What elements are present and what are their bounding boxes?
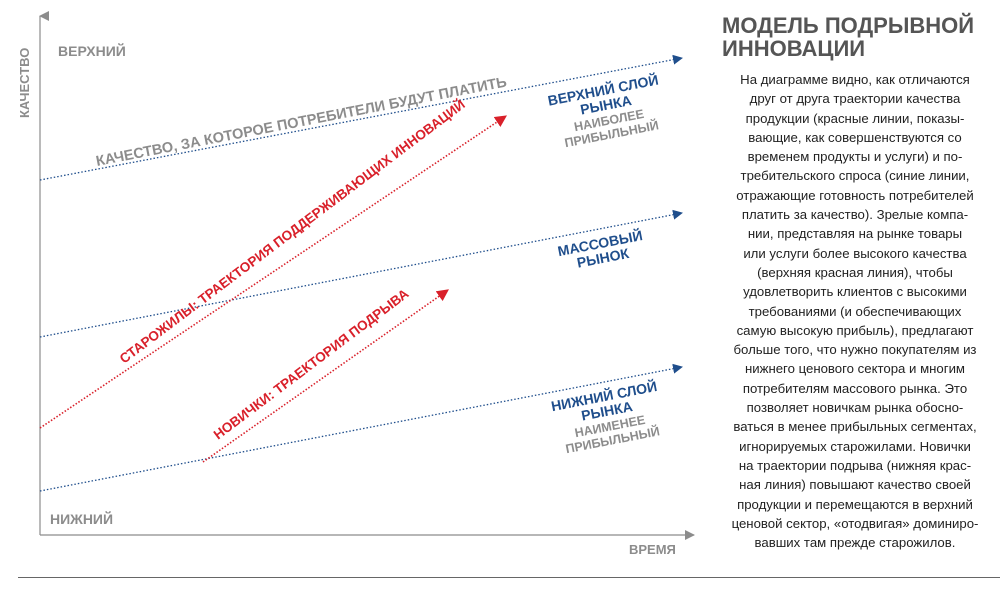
sidebar-line: потребителям массового рынка. Это [742, 380, 968, 396]
mass-tier-label: МАССОВЫЙ РЫНОК [556, 226, 644, 271]
sidebar-line: друг от друга траектории качества [749, 91, 961, 107]
disruptive-innovation-diagram: КАЧЕСТВО ВРЕМЯ ВЕРХНИЙ НИЖНИЙ КАЧЕСТВО, … [17, 11, 695, 557]
sidebar-line: удовлетворить клиентов с высокими [743, 284, 967, 300]
level-top-label: ВЕРХНИЙ [58, 42, 126, 59]
y-axis-label: КАЧЕСТВО [17, 48, 32, 118]
sidebar-line: На диаграмме видно, как отличаются [740, 72, 970, 87]
bottom-divider [18, 577, 1000, 578]
sidebar-line: ценовой сектор, «отодвигая» доминиро- [731, 515, 979, 531]
incumbent-trajectory-line [39, 115, 507, 429]
sidebar-line: позволяет новичкам рынка обосно- [746, 400, 964, 416]
sidebar-line: ная линия) повышают качество своей [739, 477, 971, 493]
demand-line-upper [39, 54, 683, 181]
sidebar-line: игнорируемых старожилами. Новички [739, 438, 971, 454]
sidebar-line: ваться в менее прибыльных сегментах, [733, 419, 977, 435]
sidebar-line: больше того, что нужно покупателям из [733, 342, 977, 358]
x-axis-label: ВРЕМЯ [629, 542, 676, 557]
level-bottom-label: НИЖНИЙ [50, 510, 113, 527]
sidebar-line: или услуги более высокого качества [743, 245, 967, 261]
sidebar-line: вавших там прежде старожилов. [754, 535, 956, 551]
entrant-trajectory-label: НОВИЧКИ: ТРАЕКТОРИЯ ПОДРЫВА [211, 286, 412, 443]
entrant-trajectory-line [202, 289, 449, 463]
sidebar-body: На диаграмме видно, как отличаются друг … [718, 70, 992, 552]
demand-line-lower [39, 363, 683, 492]
upper-tier-label: ВЕРХНИЙ СЛОЙ РЫНКА НАИБОЛЕЕ ПРИБЫЛЬНЫЙ [546, 71, 660, 151]
sidebar-line: продукции (красные линии, показы- [745, 110, 965, 126]
sidebar-line: требительского спроса (синие линии, [740, 168, 970, 184]
demand-line-mass [39, 209, 683, 338]
sidebar-line: нижнего ценового сектора и многим [744, 361, 966, 377]
sidebar-line: нии, представляя на рынке товары [747, 226, 963, 242]
sidebar-line: (верхняя красная линия), чтобы [757, 264, 953, 280]
explanation-sidebar: МОДЕЛЬ ПОДРЫВНОЙ ИННОВАЦИИ На диаграмме … [718, 14, 992, 552]
sidebar-line: платить за качество). Зрелые компа- [741, 207, 969, 223]
incumbent-trajectory-label: СТАРОЖИЛЫ: ТРАЕКТОРИЯ ПОДДЕРЖИВАЮЩИХ ИНН… [117, 97, 468, 367]
sidebar-title-line-2: ИННОВАЦИИ [722, 36, 866, 61]
sidebar-line: вающие, как совершенствуются со [748, 129, 962, 145]
sidebar-line: самую высокую прибыль), предлагают [736, 322, 974, 338]
sidebar-line: временем продукты и услуги) и по- [747, 149, 963, 165]
sidebar-title: МОДЕЛЬ ПОДРЫВНОЙ ИННОВАЦИИ [722, 14, 992, 60]
sidebar-title-line-1: МОДЕЛЬ ПОДРЫВНОЙ [722, 13, 975, 38]
sidebar-line: на траектории подрыва (нижняя крас- [738, 457, 972, 473]
sidebar-line: отражающие готовность потребителей [736, 187, 974, 203]
sidebar-line: продукции и перемещаются в верхний [737, 496, 973, 512]
sidebar-line: требованиями (и обеспечивающих [748, 303, 962, 319]
